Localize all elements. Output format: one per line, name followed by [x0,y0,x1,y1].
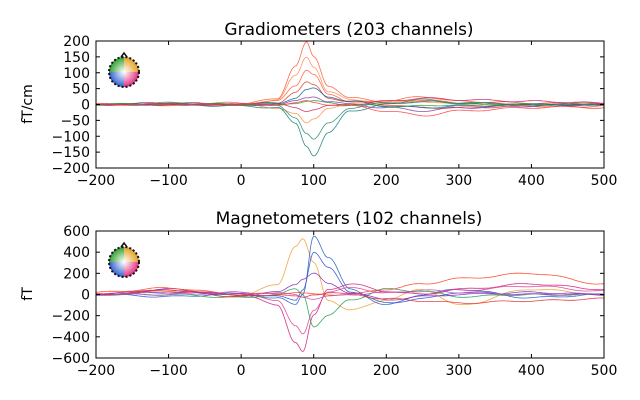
magnetometer-trace [96,288,604,328]
magnetometer-trace [96,272,604,296]
magnetometer-trace [96,285,604,335]
gradiometer-trace [96,100,604,117]
gradiometer-x-tick-label: −100 [149,173,187,189]
gradiometer-x-tick-label: 0 [237,173,246,189]
gradiometer-y-tick-label: 50 [72,82,90,98]
magnetometer-y-tick-label: −200 [52,309,90,325]
magnetometer-y-label: fT [20,287,36,301]
gradiometer-y-label: fT/cm [20,84,36,124]
magnetometer-y-tick-label: −600 [52,351,90,367]
magnetometer-sensor-head-icon [108,241,140,278]
gradiometer-x-tick-label: 200 [373,173,400,189]
gradiometer-title: Gradiometers (203 channels) [224,20,473,40]
gradiometer-traces [96,41,604,157]
magnetometer-x-tick-label: 100 [300,363,327,379]
magnetometer-y-tick-label: 0 [81,288,90,304]
gradiometer-x-tick-label: 300 [445,173,472,189]
magnetometer-y-ticks: −600 −400 −200 0 200 400 600 [52,224,604,367]
gradiometer-x-ticks: −200 −100 0 100 200 300 400 500 [77,41,618,189]
magnetometer-x-tick-label: 500 [591,363,618,379]
magnetometer-x-ticks: −200 −100 0 100 200 300 400 500 [77,231,618,379]
gradiometer-x-tick-label: 100 [300,173,327,189]
gradiometer-sensor-head-icon [108,51,140,88]
magnetometer-x-tick-label: 300 [445,363,472,379]
magnetometer-traces [96,235,604,352]
magnetometer-trace [96,238,604,311]
gradiometer-y-tick-label: −150 [52,145,90,161]
gradiometer-y-tick-label: 150 [63,50,90,66]
gradiometer-x-tick-label: 500 [591,173,618,189]
magnetometer-x-tick-label: 0 [237,363,246,379]
gradiometer-trace [96,69,604,106]
magnetometer-panel: Magnetometers (102 channels) fT −200 −100… [20,209,617,379]
magnetometer-trace [96,235,604,305]
magnetometer-title: Magnetometers (102 channels) [216,209,483,229]
gradiometer-trace [96,41,604,106]
magnetometer-trace [96,289,604,304]
gradiometer-x-tick-label: −200 [77,173,115,189]
gradiometer-y-tick-label: −50 [60,113,90,129]
gradiometer-trace [96,56,604,107]
gradiometer-trace [96,100,604,157]
magnetometer-trace [96,251,604,304]
gradiometer-panel: Gradiometers (203 channels) fT/cm −200 −1… [20,20,617,189]
gradiometer-x-tick-label: 400 [518,173,545,189]
magnetometer-y-tick-label: 600 [63,224,90,240]
gradiometer-y-tick-label: −100 [52,129,90,145]
gradiometer-y-tick-label: 0 [81,98,90,114]
gradiometer-y-tick-label: −200 [52,161,90,177]
magnetometer-y-tick-label: 200 [63,266,90,282]
gradiometer-y-tick-label: 100 [63,66,90,82]
gradiometer-y-tick-label: 200 [63,34,90,50]
magnetometer-trace [96,289,604,300]
magnetometer-x-tick-label: −100 [149,363,187,379]
magnetometer-x-tick-label: −200 [77,363,115,379]
magnetometer-y-tick-label: −400 [52,330,90,346]
magnetometer-y-tick-label: 400 [63,245,90,261]
magnetometer-x-tick-label: 200 [373,363,400,379]
magnetometer-x-tick-label: 400 [518,363,545,379]
